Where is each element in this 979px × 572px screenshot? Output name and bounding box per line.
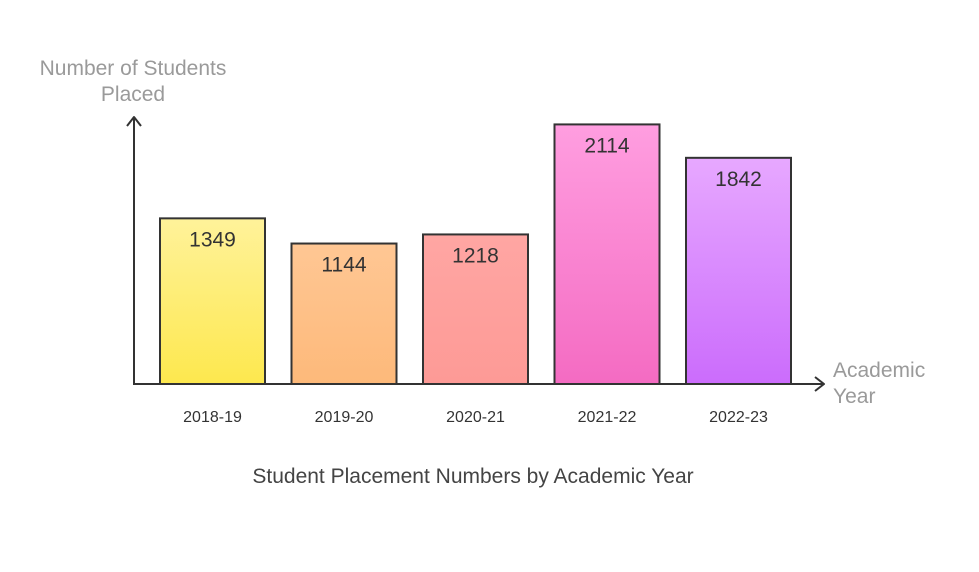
x-tick-label: 2020-21 — [446, 409, 505, 426]
labels-layer: 1349 2018-19 1144 2019-20 1218 2020-21 2114 202… — [183, 134, 768, 426]
bar-value-label: 1842 — [715, 168, 762, 191]
bar-2019-20 — [290, 242, 398, 385]
bar-value-label: 1218 — [452, 244, 499, 267]
bar-value-label: 1144 — [321, 254, 366, 277]
y-axis-arrow-icon — [126, 116, 142, 127]
bars-layer — [159, 123, 792, 385]
bar-2020-21 — [422, 233, 529, 385]
x-tick-label: 2018-19 — [183, 409, 242, 426]
x-axis-label: Academic Year — [833, 359, 926, 408]
x-axis-arrow-icon — [814, 376, 825, 392]
bar-2021-22 — [553, 123, 661, 385]
x-tick-label: 2021-22 — [578, 409, 637, 426]
axes — [126, 116, 825, 392]
x-tick-label: 2022-23 — [709, 409, 768, 426]
y-axis-label: Number of Students Placed — [39, 57, 227, 106]
bar-value-label: 2114 — [584, 134, 629, 157]
bar-value-label: 1349 — [189, 228, 236, 251]
x-tick-label: 2019-20 — [315, 409, 374, 426]
bar-2018-19 — [159, 217, 266, 385]
bar-2022-23 — [685, 156, 792, 385]
chart-title: Student Placement Numbers by Academic Ye… — [252, 465, 694, 488]
